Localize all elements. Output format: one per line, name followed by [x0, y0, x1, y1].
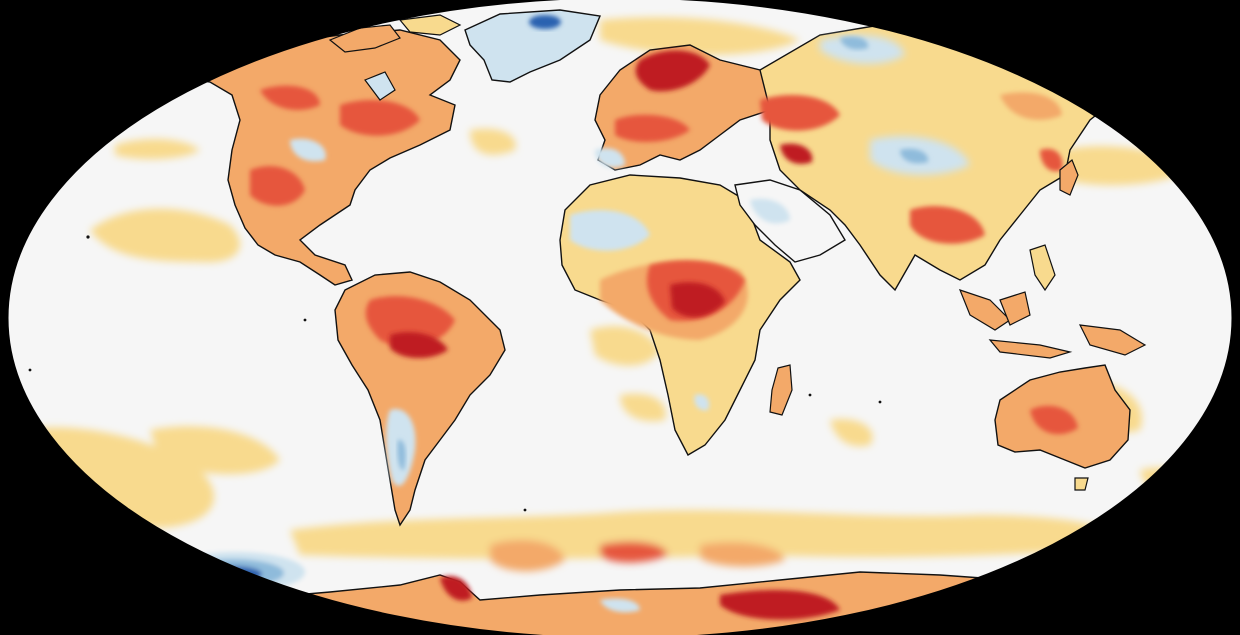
greenland	[464, 9, 601, 83]
globe-border	[7, 0, 1233, 635]
